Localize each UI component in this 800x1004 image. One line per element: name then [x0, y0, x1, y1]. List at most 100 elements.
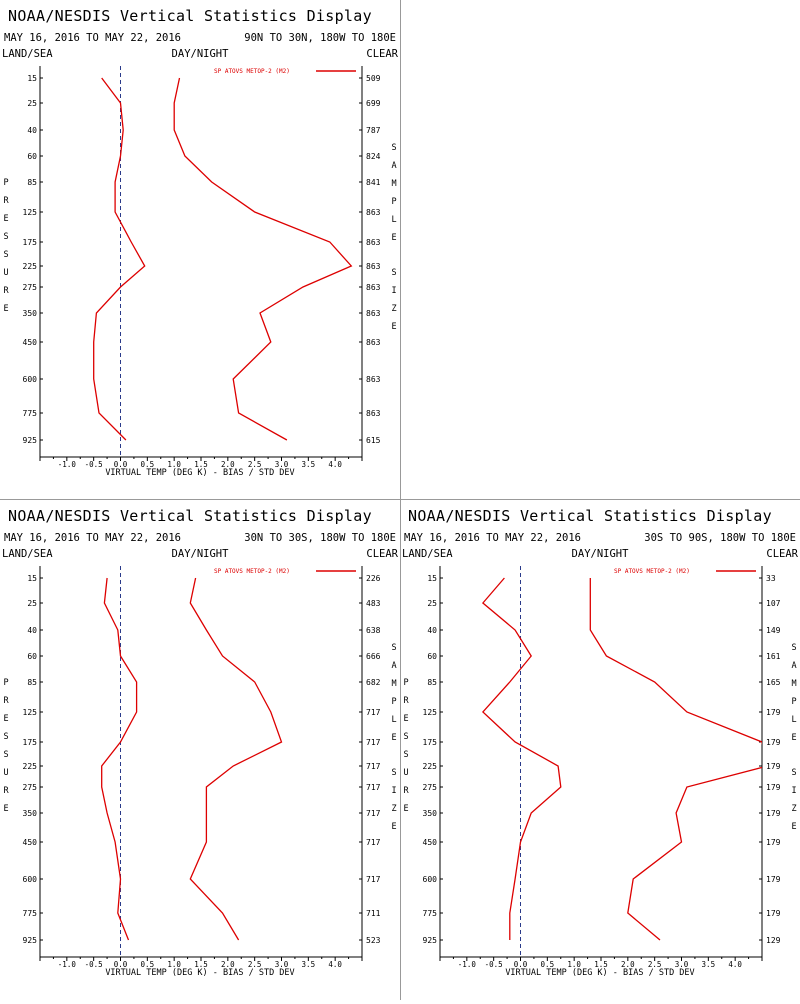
- pressure-axis-letter: R: [403, 696, 409, 706]
- sample-size-label: 717: [366, 838, 381, 847]
- sample-size-label: 615: [366, 436, 381, 445]
- size-axis-letter: E: [791, 822, 796, 832]
- pressure-level-label: 125: [23, 708, 38, 717]
- sample-size-label: 179: [766, 762, 781, 771]
- x-tick-label: -0.5: [485, 960, 503, 969]
- series-line-std-dev: [173, 77, 353, 441]
- sample-axis-letter: E: [791, 733, 796, 743]
- pressure-axis-letter: U: [3, 268, 8, 278]
- pressure-level-label: 225: [423, 762, 438, 771]
- pressure-axis-letter: S: [3, 750, 8, 760]
- pressure-level-label: 450: [23, 338, 38, 347]
- sample-size-label: 699: [366, 99, 381, 108]
- pressure-level-label: 125: [423, 708, 438, 717]
- pressure-axis-letter: U: [403, 768, 408, 778]
- panel-30n-30s: NOAA/NESDIS Vertical Statistics Display M…: [0, 500, 400, 1000]
- sample-size-label: 179: [766, 909, 781, 918]
- size-axis-letter: S: [791, 768, 796, 778]
- sample-axis-letter: A: [791, 661, 796, 671]
- series-line-bias: [101, 577, 138, 941]
- series-line-std-dev: [189, 577, 283, 941]
- sample-size-label: 863: [366, 309, 381, 318]
- sample-size-label: 787: [366, 126, 381, 135]
- x-tick-label: 3.5: [302, 460, 316, 469]
- x-axis-label: VIRTUAL TEMP (DEG K) - BIAS / STD DEV: [105, 968, 294, 978]
- size-axis-letter: I: [391, 286, 396, 296]
- pressure-axis-letter: R: [3, 196, 9, 206]
- chart-title: NOAA/NESDIS Vertical Statistics Display: [8, 507, 372, 525]
- sample-size-label: 682: [366, 678, 381, 687]
- pressure-level-label: 775: [23, 409, 38, 418]
- sample-size-label: 179: [766, 838, 781, 847]
- sample-axis-letter: P: [391, 697, 396, 707]
- x-tick-label: -0.5: [85, 460, 103, 469]
- sample-size-label: 179: [766, 708, 781, 717]
- x-tick-label: 0.0: [114, 960, 128, 969]
- pressure-level-label: 275: [423, 783, 438, 792]
- sample-size-label: 717: [366, 809, 381, 818]
- land-sea-label: LAND/SEA: [402, 548, 453, 560]
- pressure-level-label: 225: [23, 262, 38, 271]
- size-axis-letter: I: [391, 786, 396, 796]
- size-axis-letter: Z: [391, 804, 396, 814]
- chart-title: NOAA/NESDIS Vertical Statistics Display: [408, 507, 772, 525]
- sample-size-label: 523: [366, 936, 381, 945]
- x-tick-label: 0.5: [541, 960, 555, 969]
- land-sea-label: LAND/SEA: [2, 548, 53, 560]
- x-tick-label: 4.0: [328, 460, 342, 469]
- sample-size-label: 483: [366, 599, 381, 608]
- land-sea-label: LAND/SEA: [2, 48, 53, 60]
- pressure-axis-letter: P: [3, 178, 8, 188]
- pressure-level-label: 600: [23, 375, 38, 384]
- x-tick-label: -1.0: [58, 460, 77, 469]
- pressure-level-label: 450: [423, 838, 438, 847]
- sample-axis-letter: L: [391, 215, 396, 225]
- pressure-axis-letter: R: [3, 786, 9, 796]
- sample-axis-letter: M: [791, 679, 796, 689]
- x-tick-label: 3.0: [675, 960, 689, 969]
- date-range: MAY 16, 2016 TO MAY 22, 2016: [4, 32, 181, 44]
- x-tick-label: 2.5: [248, 960, 262, 969]
- sample-size-label: 717: [366, 783, 381, 792]
- pressure-axis-letter: E: [3, 804, 8, 814]
- x-tick-label: 2.0: [221, 460, 235, 469]
- x-axis-label: VIRTUAL TEMP (DEG K) - BIAS / STD DEV: [105, 468, 294, 478]
- legend-label: SP ATOVS METOP-2 (M2): [614, 568, 690, 575]
- pressure-level-label: 15: [27, 74, 37, 83]
- day-night-label: DAY/NIGHT: [172, 48, 230, 60]
- pressure-axis-letter: E: [403, 804, 408, 814]
- sample-size-label: 666: [366, 652, 381, 661]
- size-axis-letter: S: [391, 768, 396, 778]
- sample-axis-letter: S: [391, 143, 396, 153]
- sample-size-label: 179: [766, 738, 781, 747]
- pressure-axis-letter: U: [3, 768, 8, 778]
- pressure-axis-letter: R: [3, 286, 9, 296]
- sample-axis-letter: E: [391, 733, 396, 743]
- size-axis-letter: I: [791, 786, 796, 796]
- pressure-level-label: 600: [23, 875, 38, 884]
- sample-size-label: 165: [766, 678, 781, 687]
- pressure-level-label: 925: [423, 936, 438, 945]
- x-tick-label: 0.5: [141, 960, 155, 969]
- pressure-level-label: 175: [423, 738, 438, 747]
- x-tick-label: 1.0: [567, 960, 581, 969]
- pressure-level-label: 60: [427, 652, 437, 661]
- sample-axis-letter: E: [391, 233, 396, 243]
- pressure-axis-letter: P: [3, 678, 8, 688]
- pressure-axis-letter: S: [403, 732, 408, 742]
- panel-90n-30n: NOAA/NESDIS Vertical Statistics Display M…: [0, 0, 400, 500]
- sample-size-label: 824: [366, 152, 381, 161]
- sample-size-label: 129: [766, 936, 781, 945]
- pressure-axis-letter: E: [3, 714, 8, 724]
- pressure-level-label: 775: [23, 909, 38, 918]
- pressure-axis-letter: R: [3, 696, 9, 706]
- pressure-axis-letter: R: [403, 786, 409, 796]
- sample-size-label: 717: [366, 875, 381, 884]
- x-axis-label: VIRTUAL TEMP (DEG K) - BIAS / STD DEV: [505, 968, 694, 978]
- pressure-axis-letter: S: [3, 250, 8, 260]
- pressure-level-label: 85: [27, 178, 37, 187]
- x-tick-label: 3.0: [275, 460, 289, 469]
- pressure-level-label: 925: [23, 936, 38, 945]
- pressure-level-label: 15: [427, 574, 437, 583]
- pressure-level-label: 125: [23, 208, 38, 217]
